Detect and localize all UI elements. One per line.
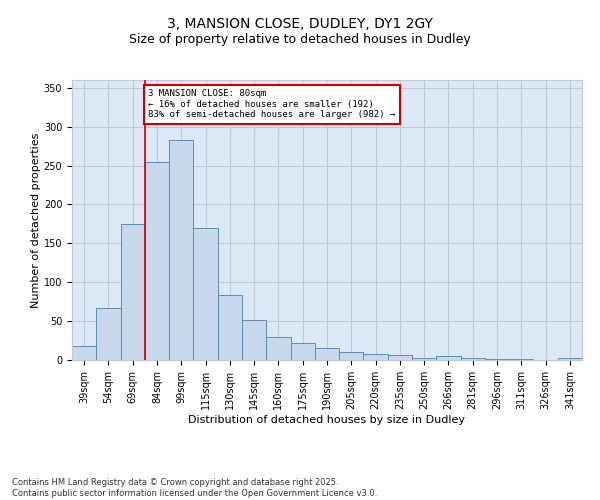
Bar (485, 359, 509, 360)
Bar (315, 348, 339, 360)
Bar (72, 346, 96, 360)
Text: Contains HM Land Registry data © Crown copyright and database right 2025.
Contai: Contains HM Land Registry data © Crown c… (12, 478, 377, 498)
Bar (509, 359, 533, 360)
Bar (242, 320, 266, 360)
Bar (388, 356, 412, 360)
Bar (339, 352, 364, 360)
Bar (461, 358, 485, 360)
Bar (290, 343, 315, 360)
X-axis label: Distribution of detached houses by size in Dudley: Distribution of detached houses by size … (188, 414, 466, 424)
Text: 3 MANSION CLOSE: 80sqm
← 16% of detached houses are smaller (192)
83% of semi-de: 3 MANSION CLOSE: 80sqm ← 16% of detached… (149, 90, 396, 119)
Bar (558, 358, 582, 360)
Text: 3, MANSION CLOSE, DUDLEY, DY1 2GY: 3, MANSION CLOSE, DUDLEY, DY1 2GY (167, 18, 433, 32)
Bar (193, 228, 218, 360)
Bar (266, 338, 290, 360)
Bar (364, 354, 388, 360)
Text: Size of property relative to detached houses in Dudley: Size of property relative to detached ho… (129, 32, 471, 46)
Bar (218, 294, 242, 360)
Bar (436, 356, 461, 360)
Bar (121, 224, 145, 360)
Y-axis label: Number of detached properties: Number of detached properties (31, 132, 41, 308)
Bar (96, 308, 121, 360)
Bar (412, 358, 436, 360)
Bar (145, 162, 169, 360)
Bar (169, 140, 193, 360)
